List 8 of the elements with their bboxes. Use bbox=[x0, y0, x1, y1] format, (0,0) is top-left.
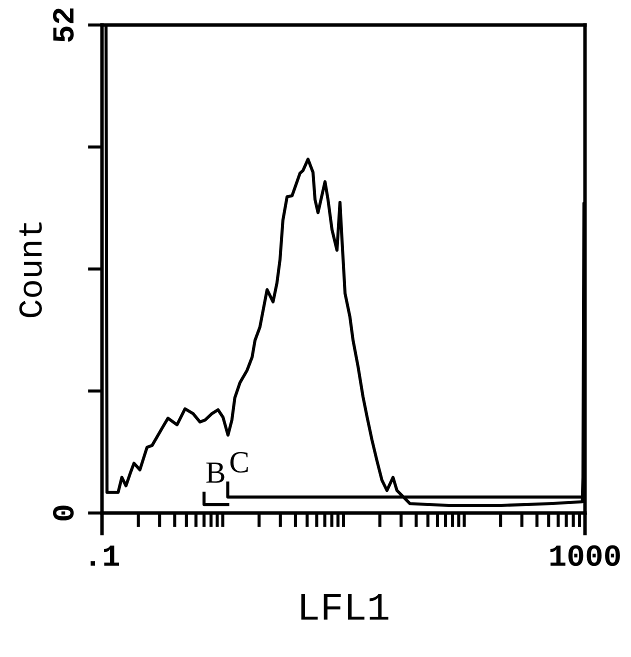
series-label: C bbox=[230, 452, 248, 473]
series-label: B bbox=[206, 462, 224, 483]
y-axis-title: Count bbox=[19, 222, 42, 318]
x-tick-label: .1 bbox=[90, 546, 120, 566]
x-tick-label: 1000 bbox=[550, 545, 620, 566]
y-tick-label: 52 bbox=[53, 8, 74, 42]
x-axis-title: LFL1 bbox=[301, 594, 388, 620]
y-tick-label: 0 bbox=[53, 506, 74, 520]
